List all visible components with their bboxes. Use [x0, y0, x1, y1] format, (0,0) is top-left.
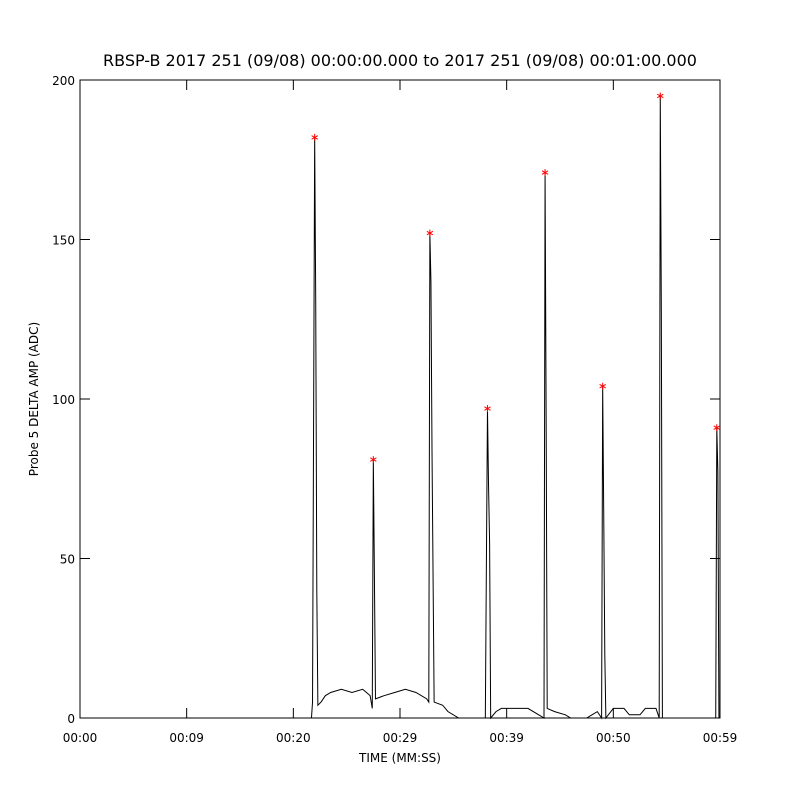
peak-marker [541, 169, 549, 177]
y-axis-label: Probe 5 DELTA AMP (ADC) [27, 322, 41, 476]
peak-marker [599, 382, 606, 390]
marker-stroke [713, 425, 721, 430]
y-tick-label: 50 [60, 553, 75, 567]
marker-stroke [599, 384, 606, 389]
y-tick-label: 200 [52, 74, 75, 88]
x-tick-label: 00:29 [383, 731, 418, 745]
chart-title: RBSP-B 2017 251 (09/08) 00:00:00.000 to … [103, 51, 697, 70]
data-line [80, 95, 720, 720]
peak-marker [713, 424, 721, 432]
x-tick-label: 00:20 [276, 731, 311, 745]
x-tick-label: 00:09 [169, 731, 204, 745]
peak-marker [656, 92, 664, 100]
peak-marker [484, 405, 491, 413]
x-tick-label: 00:00 [63, 731, 98, 745]
x-tick-label: 00:59 [703, 731, 738, 745]
marker-stroke [656, 93, 664, 99]
y-tick-label: 0 [67, 712, 75, 726]
y-tick-label: 150 [52, 234, 75, 248]
marker-stroke [370, 457, 377, 462]
marker-stroke [541, 170, 549, 175]
x-tick-label: 00:50 [596, 731, 631, 745]
x-tick-label: 00:39 [489, 731, 524, 745]
marker-stroke [426, 230, 434, 236]
peak-marker [311, 133, 318, 141]
x-axis-label: TIME (MM:SS) [358, 751, 441, 765]
marker-stroke [311, 135, 318, 140]
y-tick-label: 100 [52, 393, 75, 407]
peak-marker [370, 456, 377, 464]
peak-marker [426, 229, 434, 237]
marker-stroke [484, 406, 491, 411]
plot-frame [79, 79, 721, 719]
